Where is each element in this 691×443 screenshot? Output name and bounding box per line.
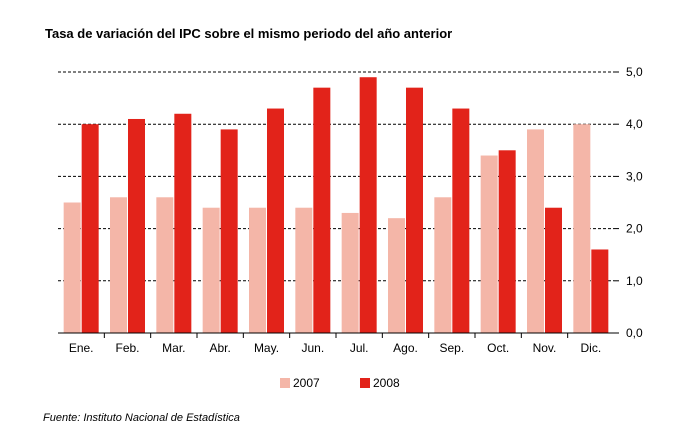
x-tick-label: Feb. <box>115 341 139 355</box>
bar-2008-8 <box>406 87 423 333</box>
y-tick-label: 4,0 <box>626 117 643 131</box>
x-tick-label: Sep. <box>439 341 464 355</box>
bar-2007-9 <box>434 197 452 333</box>
bar-2007-4 <box>202 207 220 333</box>
bar-2008-4 <box>220 129 238 333</box>
bar-2007-2 <box>110 197 127 333</box>
x-tick-label: Oct. <box>487 341 509 355</box>
bar-2008-1 <box>81 124 99 333</box>
x-tick-label: Abr. <box>209 341 230 355</box>
bar-2008-11 <box>545 207 562 333</box>
bar-2007-5 <box>249 207 266 333</box>
bar-2008-2 <box>128 118 145 333</box>
bar-2007-3 <box>156 197 174 333</box>
x-tick-label: Mar. <box>162 341 185 355</box>
x-tick-label: Jul. <box>350 341 369 355</box>
x-tick-label: Jun. <box>301 341 324 355</box>
y-tick-label: 2,0 <box>626 222 643 236</box>
bar-2007-7 <box>341 212 359 333</box>
legend-swatch-2007 <box>280 378 290 388</box>
bar-2007-1 <box>63 202 81 333</box>
y-tick-label: 5,0 <box>626 65 643 79</box>
bar-2008-9 <box>452 108 470 333</box>
bar-2008-12 <box>591 249 609 333</box>
x-tick-label: Ene. <box>69 341 94 355</box>
bar-2007-11 <box>527 129 544 333</box>
chart-title: Tasa de variación del IPC sobre el mismo… <box>45 26 453 41</box>
bar-2008-5 <box>267 108 284 333</box>
bar-2008-7 <box>359 77 377 333</box>
y-axis-ticks: 0,0 1,0 2,0 3,0 4,0 5,0 <box>614 65 643 340</box>
x-tick-label: Dic. <box>580 341 601 355</box>
bar-2007-8 <box>388 218 405 333</box>
x-tick-label: May. <box>254 341 279 355</box>
bar-2008-6 <box>313 87 331 333</box>
y-tick-label: 3,0 <box>626 169 643 183</box>
legend: 2007 2008 <box>280 376 400 390</box>
bar-2007-6 <box>295 207 313 333</box>
bar-2007-10 <box>480 155 498 333</box>
source-note: Fuente: Instituto Nacional de Estadístic… <box>43 412 240 424</box>
y-tick-label: 0,0 <box>626 326 643 340</box>
bar-2008-3 <box>174 113 192 333</box>
bar-2007-12 <box>573 124 591 333</box>
bars <box>63 77 609 333</box>
gridlines <box>58 71 614 282</box>
legend-swatch-2008 <box>360 378 370 388</box>
x-tick-label: Nov. <box>533 341 557 355</box>
x-tick-label: Ago. <box>393 341 418 355</box>
legend-label-2007: 2007 <box>293 376 320 390</box>
y-tick-label: 1,0 <box>626 274 643 288</box>
x-axis-ticks: Ene. Feb. Mar. Abr. May. Jun. Jul. Ago. Sep. Oct.… <box>69 333 601 355</box>
legend-label-2008: 2008 <box>373 376 400 390</box>
bar-2008-10 <box>498 150 516 333</box>
